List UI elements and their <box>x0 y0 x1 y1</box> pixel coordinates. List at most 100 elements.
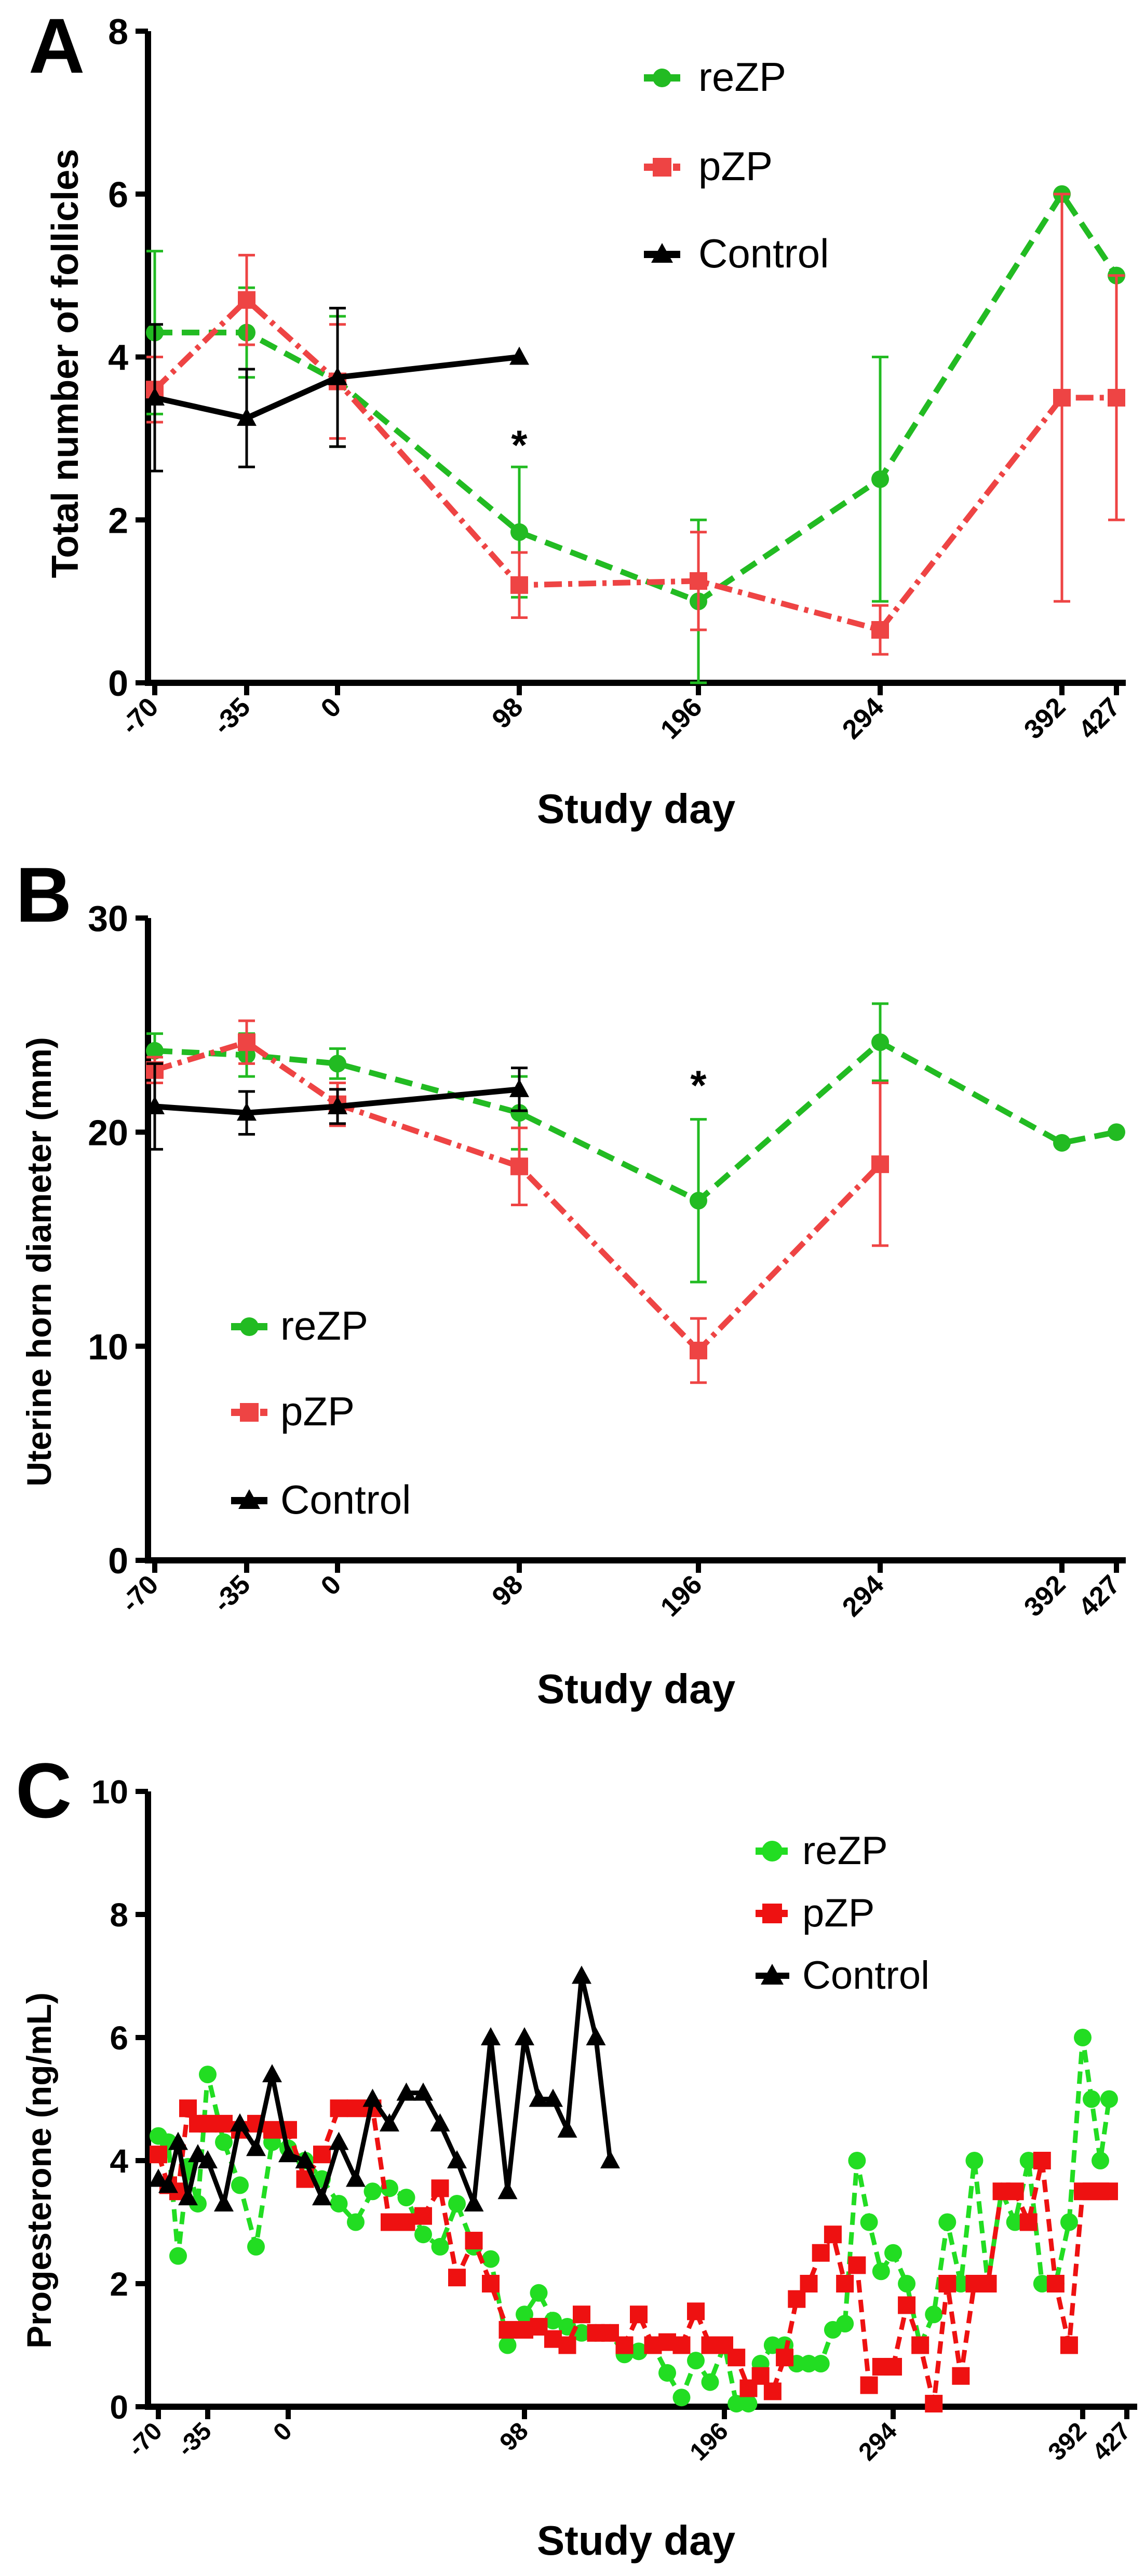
data-point <box>872 2262 890 2281</box>
data-point <box>1019 2152 1038 2169</box>
data-point <box>188 2144 208 2163</box>
data-point <box>529 2088 549 2107</box>
data-point <box>658 2364 676 2382</box>
data-point <box>558 2336 576 2354</box>
data-point <box>763 2382 782 2400</box>
data-point <box>848 2256 866 2274</box>
legend-label: reZP <box>280 1303 368 1348</box>
legend-item-rezp: reZP <box>756 1829 888 1873</box>
data-point <box>911 2336 930 2354</box>
data-point <box>168 2132 188 2150</box>
data-point <box>848 2152 866 2169</box>
data-point <box>362 2088 383 2107</box>
legend-label: pZP <box>802 1891 874 1935</box>
triangle-marker-icon <box>651 243 673 263</box>
data-point <box>278 2144 298 2163</box>
x-tick-label: 294 <box>854 2417 902 2466</box>
data-point <box>572 1965 591 1984</box>
square-marker-icon <box>653 158 671 177</box>
data-point <box>238 291 255 309</box>
data-point <box>871 1033 889 1051</box>
data-point <box>215 2114 233 2133</box>
panel-b: B 0 10 20 30 -70 -35 0 98 196 294 392 427 * Uterine … <box>0 852 1145 1734</box>
data-point <box>884 2244 902 2262</box>
data-point <box>214 2193 234 2211</box>
square-marker-icon <box>762 1904 782 1923</box>
x-tick-label: 392 <box>1018 692 1071 745</box>
data-point <box>330 2099 348 2118</box>
panel-letter: C <box>16 1747 72 1834</box>
circle-marker-icon <box>240 1317 259 1336</box>
series-line <box>155 191 1119 604</box>
data-point <box>824 2226 842 2244</box>
x-tick-label: 98 <box>487 1569 529 1612</box>
data-point <box>938 2275 957 2292</box>
data-point <box>380 2113 399 2132</box>
data-point <box>530 2284 548 2302</box>
data-point <box>871 470 889 488</box>
y-tick-label: 20 <box>88 1113 128 1153</box>
data-point <box>925 2305 943 2324</box>
data-point <box>672 2389 691 2407</box>
data-point <box>431 2237 449 2256</box>
x-tick-label: 427 <box>1073 692 1126 745</box>
series-pzp <box>146 193 1125 656</box>
data-point <box>510 1104 528 1122</box>
data-point <box>690 1192 707 1210</box>
data-point <box>169 2247 187 2265</box>
data-point <box>312 2187 332 2206</box>
data-point <box>979 2275 997 2292</box>
legend: reZP pZP Control <box>756 1829 930 1998</box>
x-tick-label: 98 <box>495 2417 534 2456</box>
x-tick-label: -35 <box>207 692 256 740</box>
data-point <box>557 2119 577 2138</box>
triangle-marker-icon <box>238 1489 260 1509</box>
series-line <box>154 1039 882 1354</box>
data-point <box>860 2213 878 2231</box>
data-point <box>630 2305 648 2324</box>
data-point <box>179 2099 197 2118</box>
y-tick-label: 4 <box>108 338 128 378</box>
data-point <box>178 2187 198 2206</box>
data-point <box>465 2232 483 2250</box>
data-point <box>330 2194 348 2213</box>
significance-star: * <box>690 1062 707 1108</box>
y-tick-label: 8 <box>110 1896 128 1934</box>
data-point <box>1006 2182 1024 2201</box>
data-point <box>690 572 707 590</box>
data-point <box>230 2113 250 2132</box>
data-point <box>246 2138 266 2156</box>
series-line <box>153 297 1116 633</box>
data-point <box>1083 2090 1100 2108</box>
series-line <box>154 1039 1117 1204</box>
data-point <box>898 2296 916 2314</box>
x-tick-label: -70 <box>123 2417 168 2462</box>
data-point <box>237 1102 257 1121</box>
data-point <box>158 2175 178 2193</box>
legend-label: pZP <box>280 1388 355 1434</box>
x-tick-label: 427 <box>1073 1569 1126 1622</box>
data-point <box>199 2114 217 2133</box>
data-point <box>497 2181 518 2200</box>
y-tick-label: 6 <box>108 174 128 215</box>
data-point <box>329 1055 346 1073</box>
series-rezp <box>150 2029 1118 2413</box>
series-control <box>145 1062 529 1151</box>
data-point <box>231 2176 249 2194</box>
data-point <box>788 2290 806 2308</box>
data-point <box>836 2275 854 2292</box>
data-point <box>509 346 529 365</box>
data-point <box>586 2027 606 2045</box>
data-point <box>1046 2275 1065 2292</box>
data-point <box>238 1033 255 1051</box>
y-axis-title: Uterine horn diameter (mm) <box>20 1037 58 1486</box>
data-point <box>413 2082 433 2101</box>
data-point <box>515 2027 534 2045</box>
legend-item-pzp: pZP <box>231 1388 355 1434</box>
y-tick-label: 2 <box>108 500 128 541</box>
data-point <box>687 2302 705 2321</box>
data-point <box>898 2275 916 2292</box>
data-point <box>237 408 257 426</box>
x-axis-title: Study day <box>537 1666 736 1712</box>
